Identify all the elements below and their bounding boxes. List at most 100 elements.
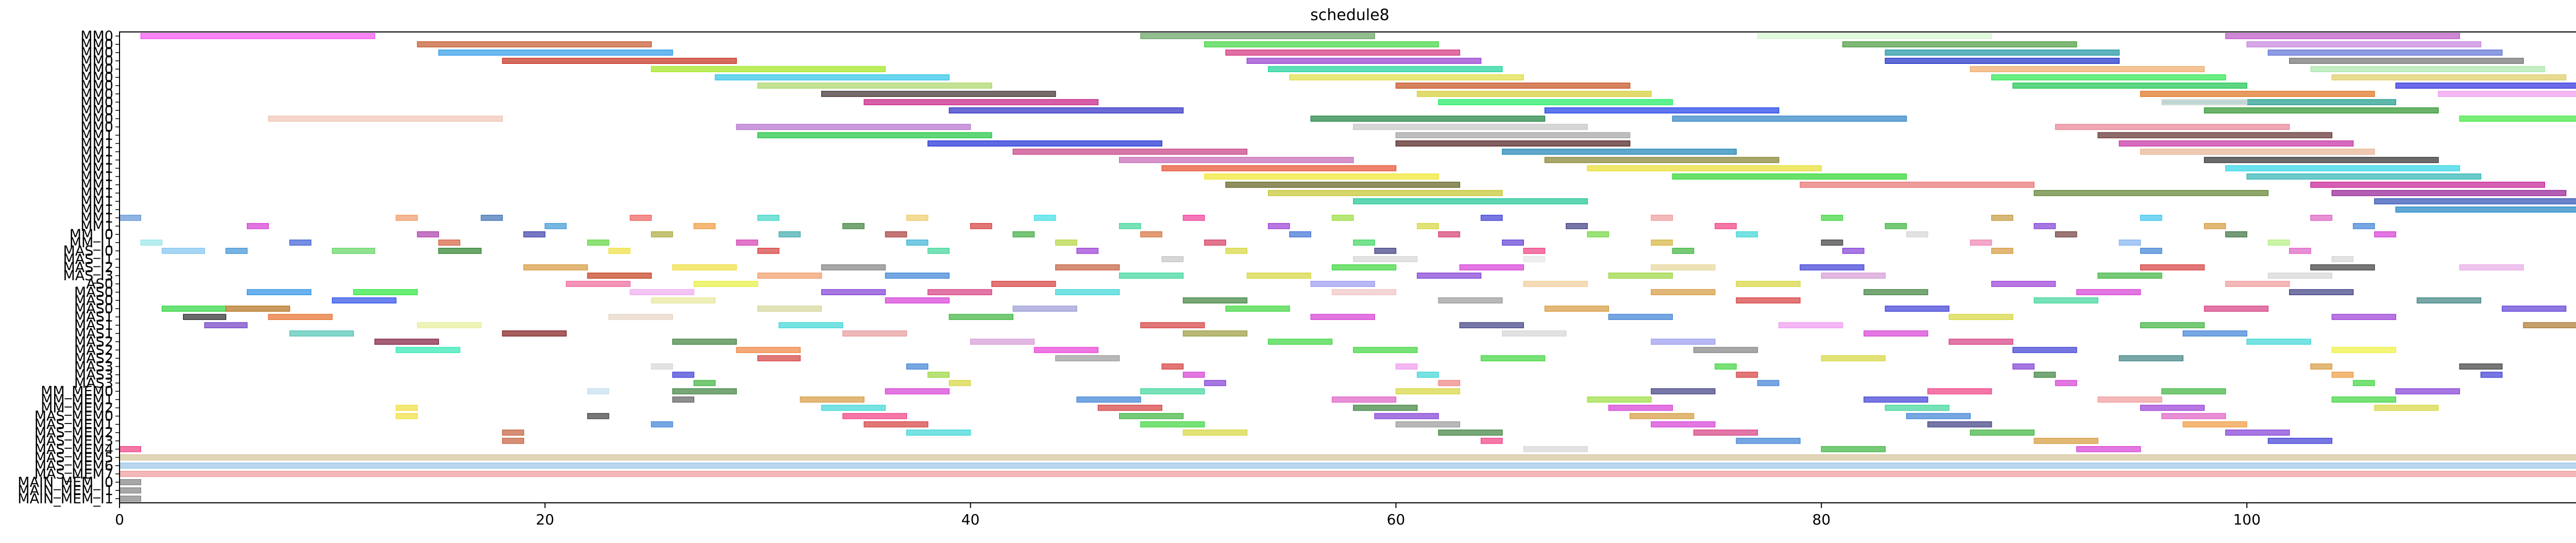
gantt-bar-241	[1033, 347, 1099, 353]
gantt-bar-102	[417, 231, 439, 237]
gantt-bar-303	[1374, 413, 1439, 419]
gantt-bar-45	[2055, 124, 2290, 130]
gantt-bar-70	[1353, 198, 1588, 205]
gantt-bar-203	[1012, 306, 1077, 312]
gantt-bar-132	[161, 248, 205, 254]
gantt-bar-109	[1289, 231, 1312, 237]
gantt-bar-275	[672, 388, 737, 395]
gantt-bar-2	[1757, 33, 1992, 39]
gantt-bar-136	[608, 248, 631, 254]
gantt-bar-42	[2459, 115, 2576, 122]
gantt-bar-252	[906, 363, 928, 370]
gantt-bar-107	[1012, 231, 1035, 237]
gantt-bar-189	[1863, 289, 1928, 295]
gantt-bar-317	[1438, 429, 1503, 436]
row-label-48: MAS_MEM2	[35, 425, 113, 441]
gantt-bar-281	[2161, 388, 2226, 395]
row-label-46: MAS_MEM0	[35, 409, 113, 425]
gantt-bar-120	[587, 240, 609, 246]
gantt-bar-245	[2331, 347, 2396, 353]
gantt-bar-137	[757, 248, 779, 254]
gantt-bar-214	[1608, 314, 1673, 320]
gantt-bar-148	[1161, 256, 1184, 262]
gantt-bar-207	[2204, 306, 2269, 312]
gantt-bar-62	[1672, 173, 1907, 180]
row-label-15: MM1	[80, 152, 113, 168]
gantt-bar-225	[289, 330, 354, 337]
gantt-bar-85	[1991, 214, 2013, 221]
gantt-bar-28	[821, 91, 1056, 97]
gantt-bar-7	[2246, 41, 2482, 47]
gantt-bar-301	[842, 413, 907, 419]
gantt-bar-61	[1204, 173, 1439, 180]
gantt-bar-157	[1459, 264, 1524, 270]
gantt-bar-6	[1842, 41, 2077, 47]
gantt-bar-66	[2310, 181, 2545, 188]
row-label-45: MM_MEM2	[41, 400, 113, 416]
gantt-bar-321	[502, 437, 524, 444]
gantt-bar-247	[1055, 355, 1120, 362]
gantt-bar-233	[672, 338, 737, 345]
gantt-bar-16	[651, 66, 886, 73]
gantt-bar-265	[2331, 371, 2354, 378]
gantt-bar-106	[885, 231, 907, 237]
gantt-bar-81	[1331, 214, 1354, 221]
gantt-bar-31	[2438, 91, 2576, 97]
gantt-bar-17	[1268, 66, 1503, 73]
gantt-bar-179	[1991, 281, 2056, 287]
gantt-bar-220	[1140, 322, 1205, 329]
gantt-bar-75	[481, 214, 503, 221]
row-label-47: MAS_MEM1	[35, 417, 113, 433]
gantt-bar-46	[757, 132, 992, 139]
gantt-bar-5	[1204, 41, 1439, 47]
gantt-bar-104	[651, 231, 673, 237]
gantt-bar-240	[736, 347, 801, 353]
gantt-bar-68	[2033, 190, 2269, 196]
gantt-bar-162	[2459, 264, 2524, 270]
gantt-bar-163	[587, 273, 652, 279]
gantt-bar-216	[2331, 314, 2396, 320]
gantt-bar-226	[502, 330, 567, 337]
gantt-bar-239	[396, 347, 461, 353]
gantt-bar-138	[927, 248, 950, 254]
gantt-bar-221	[1459, 322, 1524, 329]
gantt-bar-0	[140, 33, 376, 39]
gantt-bar-319	[1970, 429, 2035, 436]
gantt-bar-59	[1587, 165, 1822, 172]
gantt-bar-283	[672, 396, 694, 403]
gantt-bar-30	[2140, 91, 2375, 97]
gantt-bar-58	[1161, 165, 1397, 172]
gantt-bar-181	[247, 289, 312, 295]
gantt-bar-139	[1076, 248, 1099, 254]
gantt-bar-272	[2055, 380, 2077, 386]
gantt-bar-238	[2246, 338, 2311, 345]
gantt-bar-268	[948, 380, 971, 386]
gantt-bar-155	[1055, 264, 1120, 270]
gantt-bar-213	[1310, 314, 1375, 320]
bars-group	[119, 33, 2576, 502]
gantt-bar-182	[353, 289, 418, 295]
row-label-3: MM0	[80, 53, 113, 69]
row-label-40: MAS3	[74, 359, 113, 375]
gantt-bar-160	[2140, 264, 2205, 270]
gantt-bar-183	[630, 289, 694, 295]
gantt-bar-191	[2289, 289, 2354, 295]
gantt-bar-222	[1778, 322, 1843, 329]
gantt-bar-117	[140, 240, 163, 246]
gantt-bar-177	[1523, 281, 1588, 287]
gantt-bar-152	[523, 264, 588, 270]
row-label-56: MAIN_MEM_I1	[18, 491, 113, 507]
gantt-bar-297	[2140, 404, 2205, 411]
gantt-bar-288	[1863, 396, 1928, 403]
gantt-bar-146	[2140, 248, 2162, 254]
gantt-bar-129	[1970, 240, 1992, 246]
row-label-33: MAS0	[74, 301, 113, 317]
gantt-bar-200	[161, 306, 227, 312]
gantt-bar-37	[1544, 107, 1780, 114]
gantt-bar-131	[2267, 240, 2290, 246]
x-tick-label-4: 80	[1812, 511, 1831, 528]
gantt-bar-193	[651, 297, 716, 304]
gantt-bar-3	[2225, 33, 2460, 39]
gantt-bar-9	[1225, 49, 1461, 56]
gantt-bar-273	[2352, 380, 2375, 386]
